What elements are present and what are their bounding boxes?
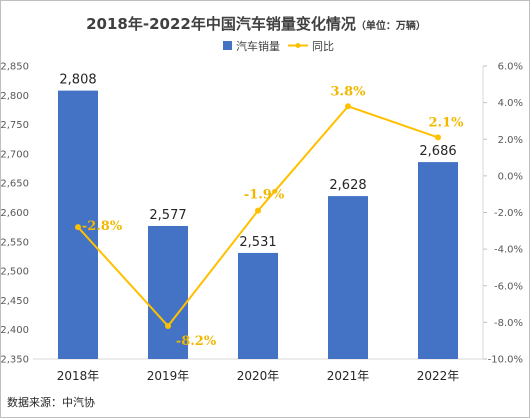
bar xyxy=(148,225,188,359)
yoy-value-label: -1.9% xyxy=(244,188,285,203)
y-right-tick-label: -8.0% xyxy=(494,318,523,329)
legend-bar-label: 汽车销量 xyxy=(236,39,280,53)
y-right-tick-label: -4.0% xyxy=(494,245,523,256)
x-tick-label: 2019年 xyxy=(147,369,190,383)
y-right-tick-label: 6.0% xyxy=(498,62,523,73)
bar xyxy=(238,252,278,359)
y-left-tick-label: 2,400 xyxy=(1,325,29,336)
y-right-tick-label: -10.0% xyxy=(488,355,523,366)
bar-value-label: 2,686 xyxy=(419,144,456,159)
chart-title-main: 2018年-2022年中国汽车销量变化情况 xyxy=(86,15,356,33)
legend-line-label: 同比 xyxy=(312,40,334,53)
y-left-tick-label: 2,350 xyxy=(1,355,29,366)
y-axis-left: 2,350 2,400 2,450 2,500 2,550 2,600 2,650 2,700… xyxy=(1,62,29,366)
y-left-tick-label: 2,600 xyxy=(1,208,29,219)
y-left-tick-label: 2,800 xyxy=(1,91,29,102)
source-note: 数据来源：中汽协 xyxy=(7,395,95,409)
legend-bar-swatch xyxy=(223,41,232,50)
x-axis: 2018年 2019年 2020年 2021年 2022年 xyxy=(57,369,460,383)
x-tick-label: 2021年 xyxy=(327,369,370,383)
yoy-value-label: 3.8% xyxy=(331,84,367,99)
y-left-tick-label: 2,450 xyxy=(1,296,29,307)
y-right-tick-label: 2.0% xyxy=(498,135,523,146)
y-left-tick-label: 2,550 xyxy=(1,237,29,248)
yoy-point xyxy=(165,323,171,330)
line-series: -2.8% -8.2% -1.9% 3.8% 2.1% xyxy=(75,84,464,349)
bar-value-label: 2,531 xyxy=(239,235,276,250)
x-tick-label: 2020年 xyxy=(237,369,280,383)
yoy-point xyxy=(345,103,351,110)
yoy-value-label: -2.8% xyxy=(82,219,123,234)
y-left-tick-label: 2,750 xyxy=(1,120,29,131)
yoy-point xyxy=(255,207,261,214)
bar-value-label: 2,628 xyxy=(329,178,366,193)
bar xyxy=(328,196,368,359)
yoy-point xyxy=(75,224,81,231)
y-left-tick-label: 2,850 xyxy=(1,62,29,73)
yoy-value-label: -8.2% xyxy=(176,334,217,349)
y-right-tick-label: -6.0% xyxy=(494,281,523,292)
legend: 汽车销量 同比 xyxy=(223,39,334,53)
y-right-tick-label: -2.0% xyxy=(494,208,523,219)
y-right-tick-label: 4.0% xyxy=(498,98,523,109)
chart-title: 2018年-2022年中国汽车销量变化情况（单位：万辆） xyxy=(86,15,426,33)
bar-value-label: 2,577 xyxy=(149,208,186,223)
y-left-tick-label: 2,700 xyxy=(1,149,29,160)
yoy-value-label: 2.1% xyxy=(429,115,465,130)
chart-title-unit: （单位：万辆） xyxy=(356,19,426,32)
y-axis-right: -10.0% -8.0% -6.0% -4.0% -2.0% 0.0% 2.0% 4.0% 6.… xyxy=(483,62,523,366)
bar-data-labels: 2,808 2,577 2,531 2,628 2,686 xyxy=(59,73,456,250)
y-left-tick-label: 2,650 xyxy=(1,179,29,190)
x-tick-label: 2018年 xyxy=(57,369,100,383)
y-left-tick-label: 2,500 xyxy=(1,267,29,278)
x-tick-label: 2022年 xyxy=(417,369,460,383)
y-right-tick-label: 0.0% xyxy=(498,171,523,182)
yoy-point xyxy=(435,134,441,141)
bar xyxy=(418,162,458,359)
bar-value-label: 2,808 xyxy=(59,73,96,88)
legend-line-dot xyxy=(295,43,301,48)
